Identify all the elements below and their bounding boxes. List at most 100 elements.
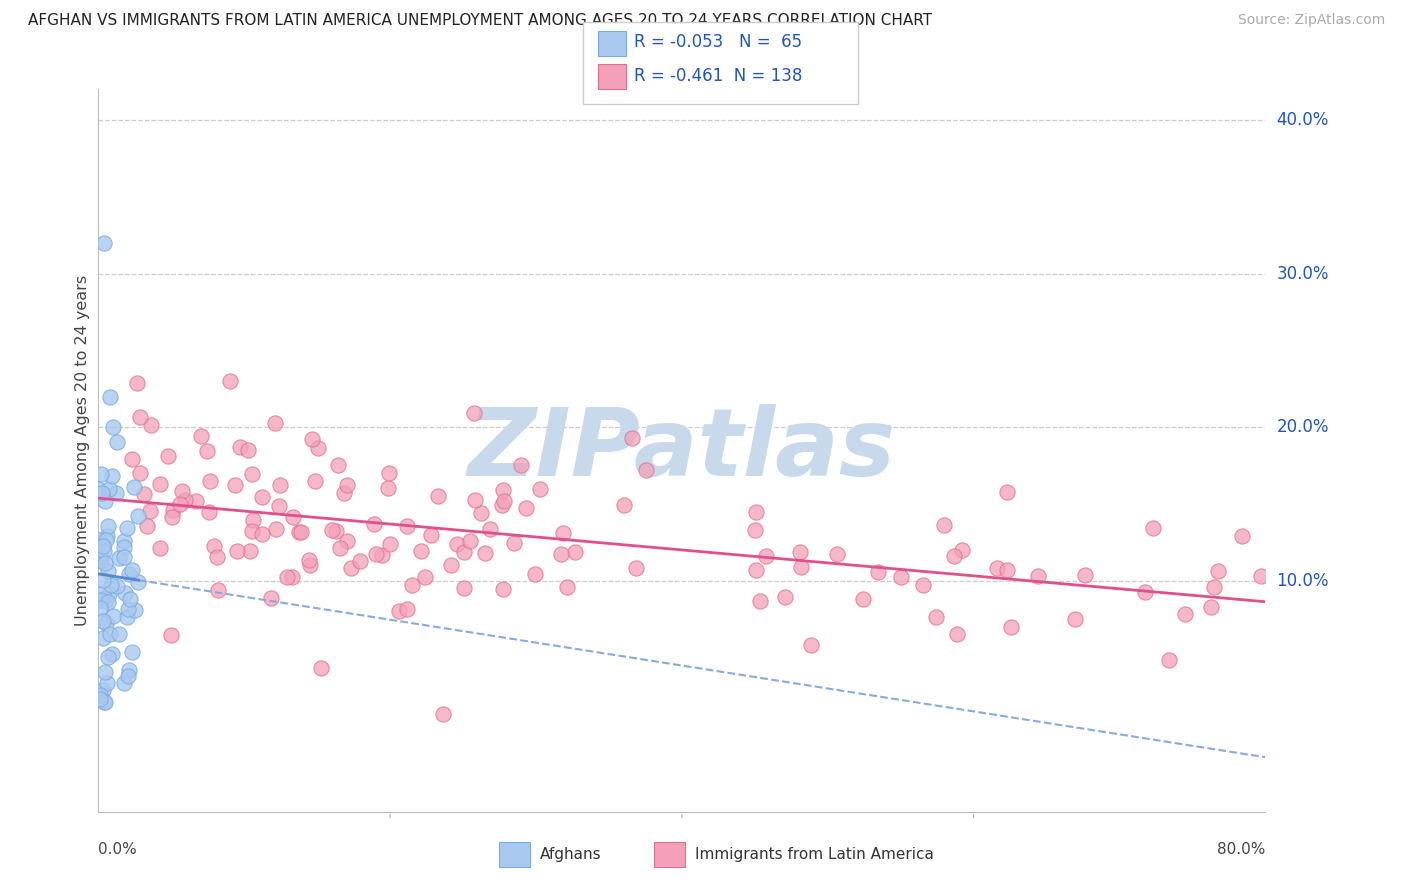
Text: 0.0%: 0.0% [98, 842, 138, 857]
Point [378, 466, 401, 480]
Point [744, 523, 766, 537]
Point [97, 482, 120, 496]
Point [229, 440, 252, 454]
Point [97, 565, 120, 579]
Point [932, 517, 955, 532]
Point [420, 527, 443, 541]
Point [89, 688, 111, 702]
Point [91, 586, 114, 600]
Point [309, 661, 332, 675]
Point [118, 567, 141, 582]
Point [453, 581, 475, 595]
Point [91, 683, 114, 698]
Point [198, 474, 221, 488]
Point [94, 533, 117, 547]
Point [328, 458, 350, 473]
Point [492, 582, 515, 596]
Point [298, 553, 321, 567]
Point [87, 482, 110, 496]
Point [94, 695, 117, 709]
Point [90, 467, 112, 481]
Point [925, 610, 948, 624]
Point [301, 432, 323, 446]
Point [336, 534, 359, 549]
Point [170, 484, 193, 499]
Point [98, 627, 121, 641]
Point [149, 541, 172, 555]
Point [325, 524, 347, 539]
Point [139, 504, 162, 518]
Point [288, 524, 311, 539]
Point [94, 665, 117, 679]
Point [160, 628, 183, 642]
Point [446, 537, 468, 551]
Point [98, 587, 121, 601]
Point [269, 500, 291, 514]
Point [1159, 652, 1181, 666]
Point [555, 580, 578, 594]
Point [890, 570, 912, 584]
Point [90, 486, 112, 500]
Point [202, 539, 225, 553]
Point [108, 551, 131, 566]
Point [364, 547, 387, 561]
Text: 30.0%: 30.0% [1277, 265, 1329, 283]
Point [90, 549, 112, 563]
Point [117, 610, 139, 624]
Point [93, 695, 115, 709]
Point [101, 420, 124, 434]
Point [94, 592, 117, 607]
Point [281, 570, 304, 584]
Point [298, 558, 321, 572]
Point [800, 638, 823, 652]
Point [1026, 569, 1049, 583]
Point [93, 544, 115, 558]
Point [551, 526, 574, 541]
Point [470, 506, 492, 520]
Point [238, 442, 260, 457]
Point [409, 544, 432, 558]
Point [266, 523, 288, 537]
Point [91, 614, 114, 628]
Point [139, 418, 162, 433]
Point [995, 484, 1018, 499]
Text: Afghans: Afghans [540, 847, 602, 862]
Point [93, 235, 115, 250]
Point [184, 493, 207, 508]
Point [122, 480, 145, 494]
Point [427, 489, 450, 503]
Point [90, 592, 112, 607]
Point [242, 513, 264, 527]
Point [1073, 568, 1095, 582]
Point [118, 663, 141, 677]
Point [463, 406, 485, 420]
Point [396, 602, 419, 616]
Point [124, 603, 146, 617]
Point [105, 485, 128, 500]
Point [401, 577, 423, 591]
Text: R = -0.053   N =  65: R = -0.053 N = 65 [634, 33, 803, 51]
Point [252, 490, 274, 504]
Point [105, 435, 128, 450]
Point [1250, 569, 1272, 583]
Text: Immigrants from Latin America: Immigrants from Latin America [695, 847, 934, 862]
Point [564, 545, 586, 559]
Point [283, 509, 305, 524]
Point [190, 429, 212, 443]
Point [89, 691, 111, 706]
Point [432, 706, 454, 721]
Text: 20.0%: 20.0% [1277, 418, 1329, 436]
Point [252, 527, 274, 541]
Point [128, 466, 150, 480]
Y-axis label: Unemployment Among Ages 20 to 24 years: Unemployment Among Ages 20 to 24 years [75, 275, 90, 626]
Text: 40.0%: 40.0% [1277, 111, 1329, 129]
Point [98, 390, 121, 404]
Point [502, 536, 524, 550]
Point [1133, 585, 1156, 599]
Point [1230, 529, 1253, 543]
Point [174, 493, 197, 508]
Point [91, 539, 114, 553]
Point [198, 505, 221, 519]
Point [114, 586, 136, 600]
Point [492, 494, 515, 508]
